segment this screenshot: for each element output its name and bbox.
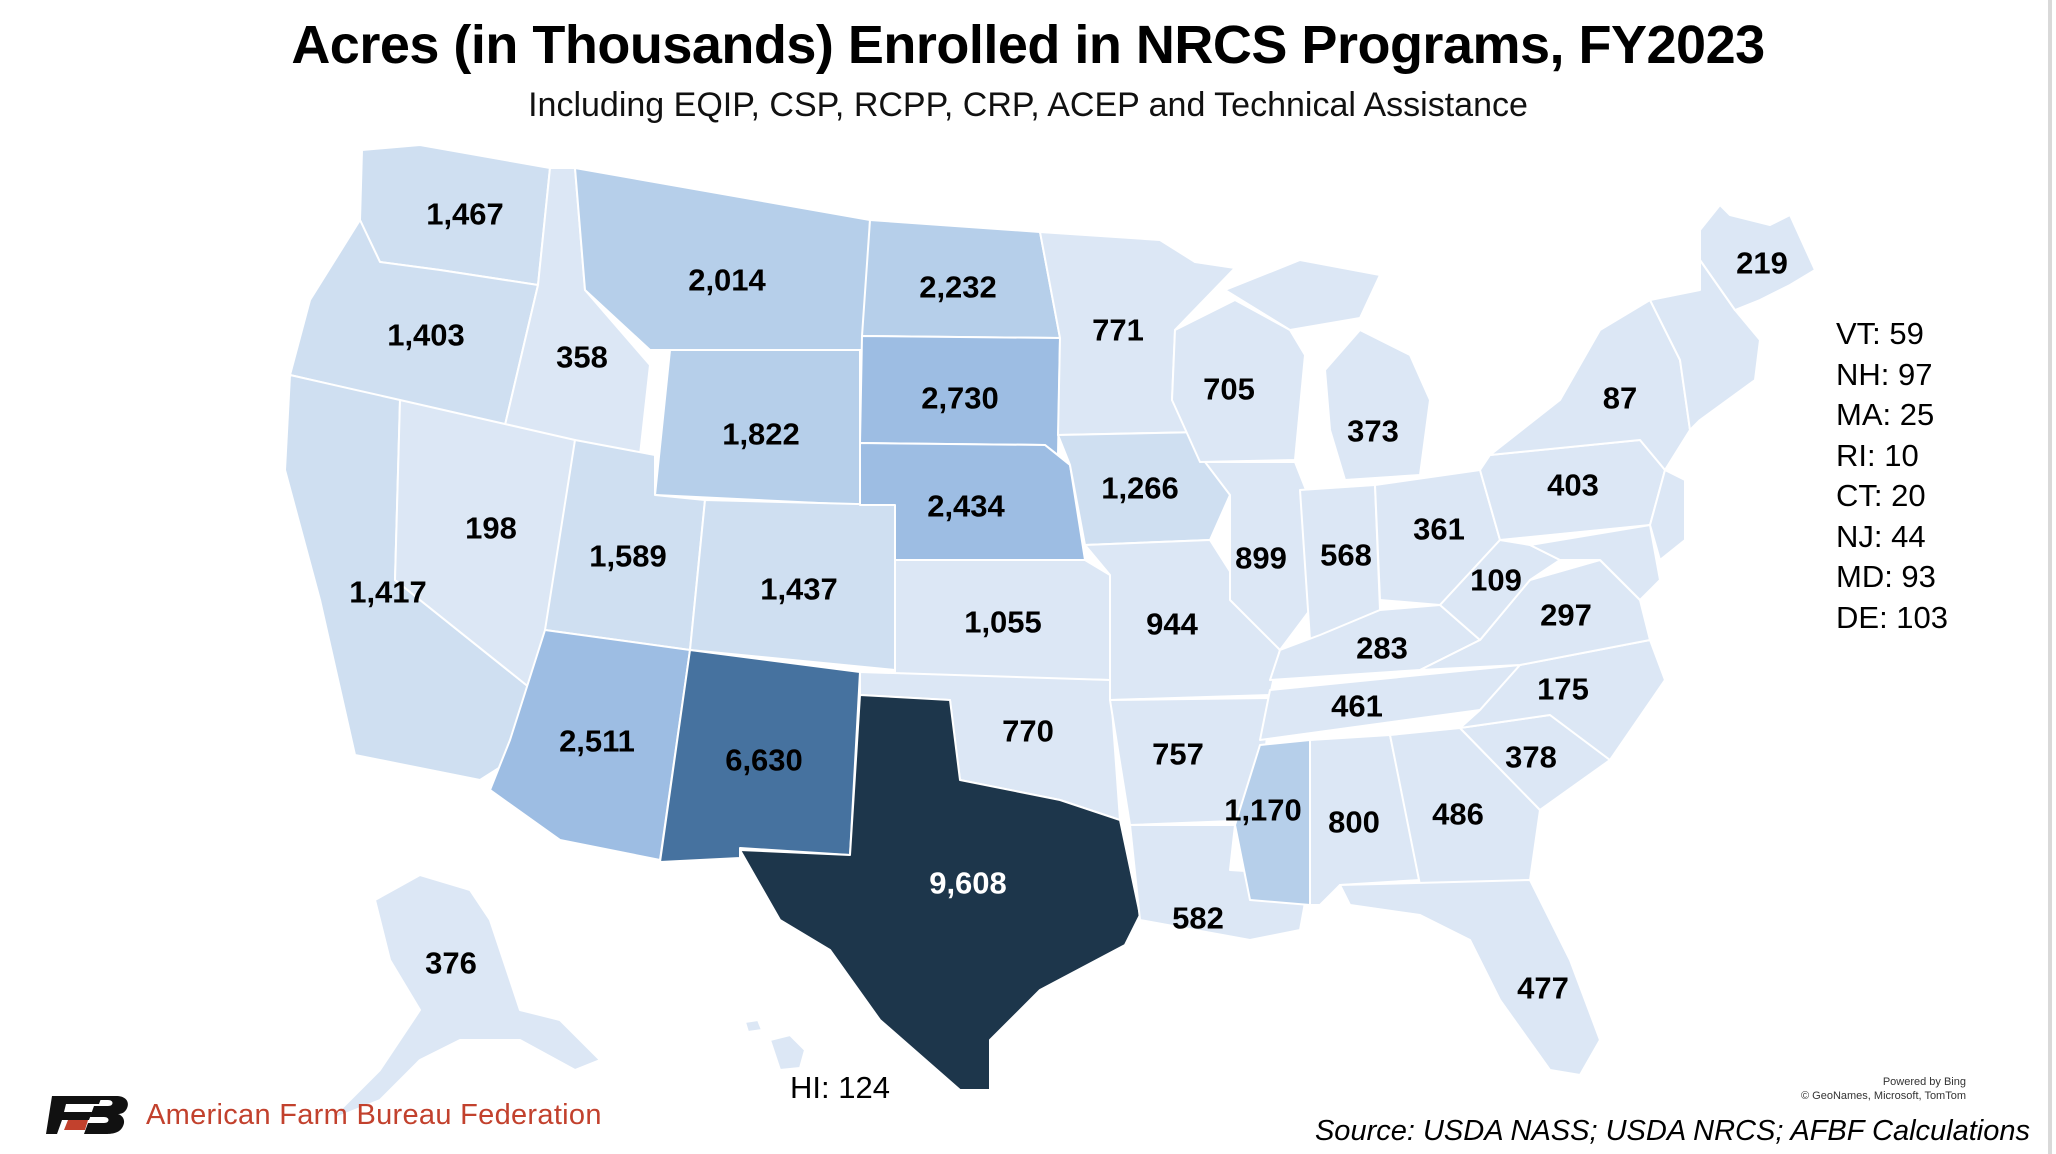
- map-title: Acres (in Thousands) Enrolled in NRCS Pr…: [291, 15, 1765, 75]
- farm-bureau-logo-icon: [46, 1096, 128, 1134]
- footer-branding: American Farm Bureau Federation: [44, 1085, 602, 1145]
- state-value-wy: 1,822: [722, 417, 800, 452]
- small-state-nj: NJ: 44: [1836, 518, 1926, 554]
- state-value-me: 219: [1736, 246, 1788, 281]
- state-value-tx: 9,608: [929, 866, 1007, 901]
- state-value-pa: 403: [1547, 468, 1599, 503]
- state-shape-fl: [1339, 879, 1601, 1076]
- state-value-mt: 2,014: [688, 263, 766, 298]
- state-value-mi: 373: [1347, 414, 1399, 449]
- organization-name: American Farm Bureau Federation: [146, 1098, 602, 1131]
- state-value-wi: 705: [1203, 372, 1255, 407]
- state-value-ga: 486: [1432, 797, 1484, 832]
- state-value-wa: 1,467: [426, 197, 504, 232]
- state-value-nd: 2,232: [919, 270, 997, 305]
- state-shape-ak: [329, 874, 601, 1121]
- small-states-legend: VT: 59 NH: 97 MA: 25 RI: 10 CT: 20 NJ: 4…: [1836, 314, 1948, 638]
- state-value-la: 582: [1172, 901, 1224, 936]
- state-shape-tx: [739, 694, 1141, 1091]
- state-value-nm: 6,630: [725, 743, 803, 778]
- state-value-ar: 757: [1152, 737, 1204, 772]
- source-note: Source: USDA NASS; USDA NRCS; AFBF Calcu…: [1314, 1115, 2030, 1147]
- state-value-tn: 461: [1331, 689, 1383, 724]
- state-value-il: 899: [1235, 541, 1287, 576]
- state-value-ne: 2,434: [927, 489, 1005, 524]
- state-value-ky: 283: [1356, 631, 1408, 666]
- state-value-fl: 477: [1517, 971, 1569, 1006]
- state-shape-new-england: [1649, 259, 1761, 431]
- small-state-de: DE: 103: [1836, 599, 1949, 635]
- state-value-va: 297: [1540, 598, 1592, 633]
- state-shape-il: [1204, 461, 1311, 651]
- state-value-co: 1,437: [760, 572, 838, 607]
- state-shape-me: [1699, 204, 1816, 311]
- state-value-wv: 109: [1470, 563, 1522, 598]
- map-subtitle: Including EQIP, CSP, RCPP, CRP, ACEP and…: [528, 86, 1528, 124]
- state-value-ca: 1,417: [349, 575, 427, 610]
- state-value-ok: 770: [1002, 714, 1054, 749]
- state-shape-ny: [1489, 299, 1691, 471]
- state-shape-mt: [574, 167, 871, 351]
- state-value-or: 1,403: [387, 318, 465, 353]
- state-value-mn: 771: [1092, 313, 1144, 348]
- state-value-al: 800: [1328, 805, 1380, 840]
- powered-by-bing: Powered by Bing: [1882, 1076, 1966, 1088]
- state-value-sd: 2,730: [921, 381, 999, 416]
- state-shape-wi: [1171, 299, 1306, 463]
- state-value-nc: 175: [1537, 672, 1589, 707]
- state-value-mo: 944: [1146, 607, 1198, 642]
- state-value-ut: 1,589: [589, 539, 667, 574]
- state-value-ny: 87: [1603, 381, 1637, 416]
- state-shape-hi: [769, 1034, 806, 1071]
- state-value-id: 358: [556, 340, 608, 375]
- hawaii-label: HI: 124: [790, 1070, 890, 1105]
- state-shape-ga: [1389, 727, 1541, 886]
- small-state-ma: MA: 25: [1836, 397, 1935, 432]
- state-value-nv: 198: [465, 511, 517, 546]
- state-value-oh: 361: [1413, 512, 1465, 547]
- right-edge-divider: [2048, 0, 2052, 1154]
- small-state-ri: RI: 10: [1836, 437, 1919, 473]
- state-value-in: 568: [1320, 538, 1372, 573]
- small-state-ct: CT: 20: [1836, 478, 1926, 513]
- small-state-vt: VT: 59: [1836, 316, 1924, 351]
- state-shape-nj: [1649, 469, 1686, 561]
- state-value-ia: 1,266: [1101, 471, 1179, 506]
- state-value-ks: 1,055: [964, 605, 1042, 640]
- small-state-md: MD: 93: [1836, 559, 1936, 594]
- state-value-ms: 1,170: [1224, 793, 1302, 828]
- state-value-ak: 376: [425, 946, 477, 981]
- map-attribution: Powered by Bing © GeoNames, Microsoft, T…: [1760, 1075, 1966, 1103]
- state-value-sc: 378: [1505, 740, 1557, 775]
- map-data-credit: © GeoNames, Microsoft, TomTom: [1801, 1090, 1966, 1102]
- state-value-az: 2,511: [559, 724, 635, 759]
- state-shape-mi: [1324, 329, 1431, 481]
- state-shape-ms: [1234, 739, 1311, 906]
- small-state-nh: NH: 97: [1836, 356, 1933, 392]
- state-shape-mi-up: [1224, 259, 1381, 331]
- state-shape-hi-small: [744, 1019, 763, 1033]
